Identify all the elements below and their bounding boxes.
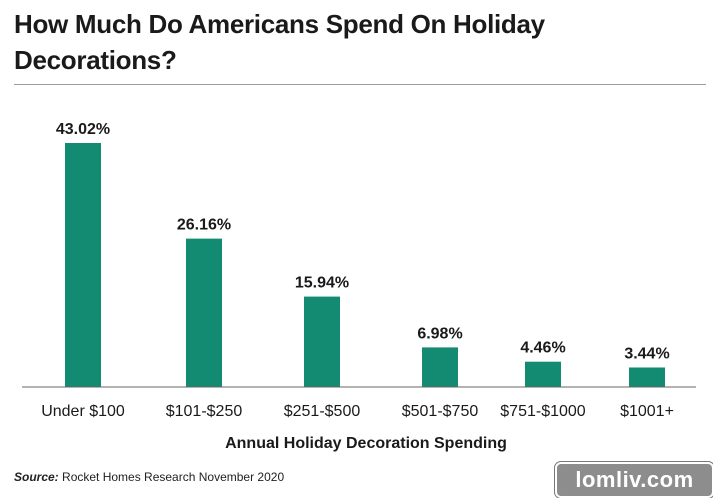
- x-tick-label: $501-$750: [402, 403, 479, 420]
- x-tick-label: $1001+: [620, 403, 674, 420]
- bar: [629, 367, 665, 387]
- data-labels-group: 43.02% 26.16% 15.94% 6.98% 4.46% 3.44%: [56, 121, 670, 362]
- bar: [422, 347, 458, 387]
- data-label: 15.94%: [295, 275, 349, 292]
- data-label: 6.98%: [417, 325, 462, 342]
- bar: [186, 238, 222, 387]
- x-tick-label: $101-$250: [166, 403, 243, 420]
- data-label: 3.44%: [624, 345, 669, 362]
- data-label: 26.16%: [177, 217, 231, 234]
- data-label: 43.02%: [56, 121, 110, 138]
- x-tick-label: $751-$1000: [500, 403, 586, 420]
- title-divider: [14, 84, 706, 85]
- x-axis-label: Annual Holiday Decoration Spending: [225, 435, 507, 452]
- data-label: 4.46%: [520, 340, 565, 357]
- bar: [525, 361, 561, 387]
- bars-group: [65, 143, 665, 387]
- source-text: Rocket Homes Research November 2020: [58, 470, 285, 484]
- x-tick-label: Under $100: [41, 403, 125, 420]
- source-prefix: Source:: [14, 470, 59, 484]
- bar: [304, 296, 340, 387]
- watermark-badge: lomliv.com: [555, 462, 713, 498]
- bar: [65, 143, 101, 387]
- chart-title: How Much Do Americans Spend On Holiday D…: [14, 9, 545, 75]
- x-tick-labels-group: Under $100 $101-$250 $251-$500 $501-$750 $75…: [41, 403, 674, 420]
- bar-chart: 43.02% 26.16% 15.94% 6.98% 4.46% 3.44% Under …: [22, 121, 696, 452]
- source-note: Source: Rocket Homes Research November 2…: [14, 470, 284, 484]
- x-tick-label: $251-$500: [284, 403, 361, 420]
